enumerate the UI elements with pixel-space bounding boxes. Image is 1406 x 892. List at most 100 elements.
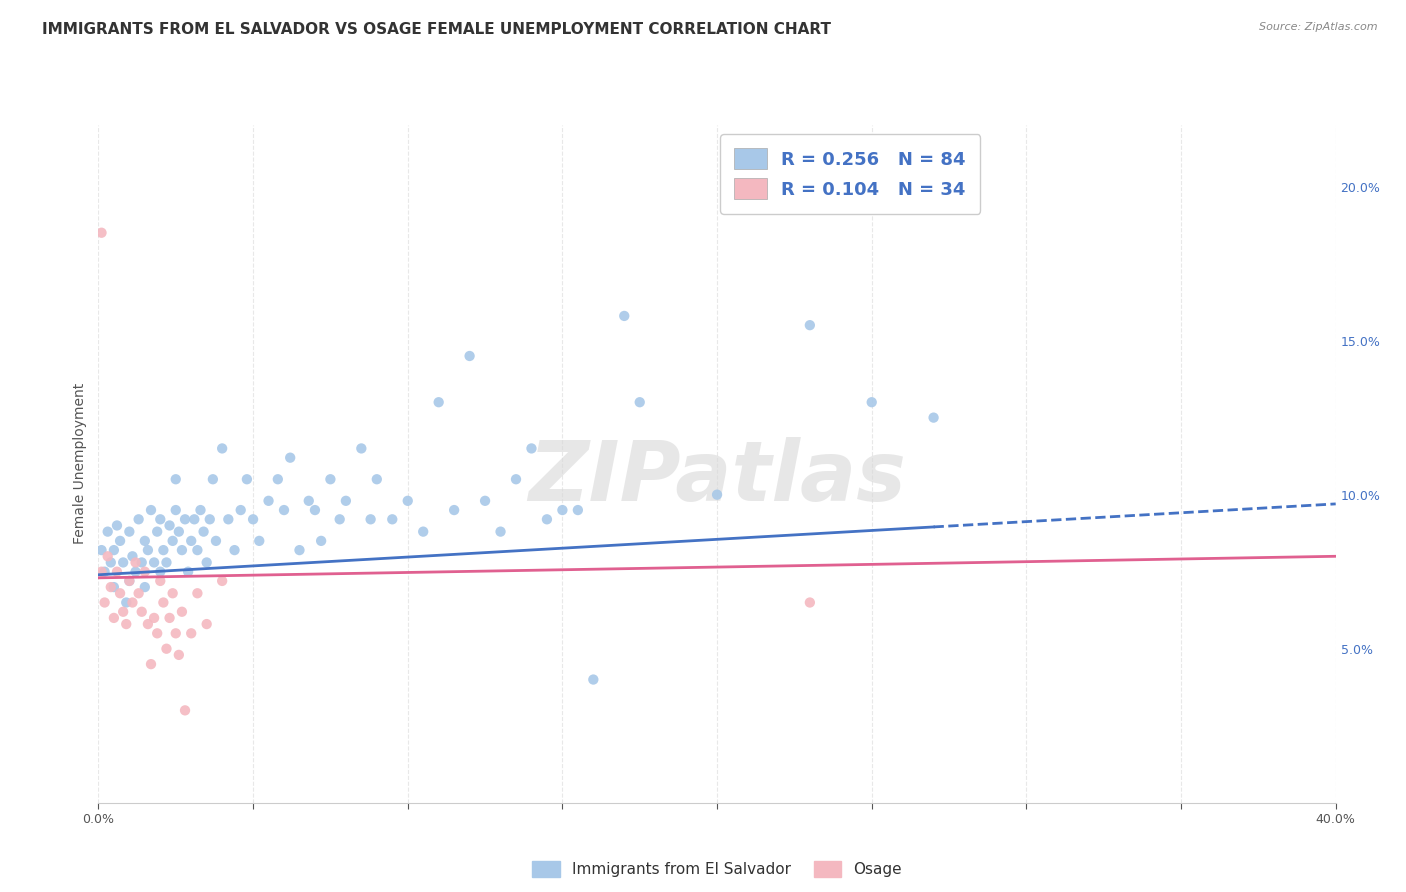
Point	[860, 395, 883, 409]
Text: IMMIGRANTS FROM EL SALVADOR VS OSAGE FEMALE UNEMPLOYMENT CORRELATION CHART: IMMIGRANTS FROM EL SALVADOR VS OSAGE FEM…	[42, 22, 831, 37]
Point	[298, 493, 321, 508]
Point	[149, 565, 172, 579]
Point	[108, 586, 131, 600]
Point	[319, 472, 342, 486]
Point	[211, 574, 233, 588]
Point	[105, 565, 128, 579]
Point	[360, 512, 382, 526]
Point	[118, 574, 141, 588]
Point	[329, 512, 352, 526]
Point	[273, 503, 295, 517]
Point	[105, 518, 128, 533]
Point	[149, 512, 172, 526]
Point	[195, 556, 218, 570]
Point	[139, 503, 162, 517]
Point	[162, 586, 184, 600]
Point	[170, 605, 193, 619]
Point	[93, 595, 115, 609]
Point	[136, 617, 159, 632]
Point	[186, 586, 208, 600]
Legend: Immigrants from El Salvador, Osage: Immigrants from El Salvador, Osage	[526, 855, 908, 883]
Point	[170, 543, 193, 558]
Point	[198, 512, 221, 526]
Point	[146, 524, 169, 539]
Point	[799, 318, 821, 333]
Point	[97, 549, 120, 564]
Point	[174, 703, 197, 717]
Point	[100, 580, 122, 594]
Point	[134, 565, 156, 579]
Point	[131, 556, 153, 570]
Point	[229, 503, 252, 517]
Point	[134, 580, 156, 594]
Point	[131, 605, 153, 619]
Point	[195, 617, 218, 632]
Point	[242, 512, 264, 526]
Point	[152, 543, 174, 558]
Point	[139, 657, 162, 672]
Point	[121, 549, 143, 564]
Point	[396, 493, 419, 508]
Point	[350, 442, 373, 456]
Point	[335, 493, 357, 508]
Point	[412, 524, 434, 539]
Point	[124, 556, 146, 570]
Point	[236, 472, 259, 486]
Point	[180, 533, 202, 548]
Point	[381, 512, 404, 526]
Point	[103, 543, 125, 558]
Point	[155, 641, 177, 656]
Point	[582, 673, 605, 687]
Point	[551, 503, 574, 517]
Point	[304, 503, 326, 517]
Point	[458, 349, 481, 363]
Point	[136, 543, 159, 558]
Point	[97, 524, 120, 539]
Point	[474, 493, 496, 508]
Point	[567, 503, 589, 517]
Point	[427, 395, 450, 409]
Point	[183, 512, 205, 526]
Point	[112, 556, 135, 570]
Point	[124, 565, 146, 579]
Point	[90, 543, 112, 558]
Point	[193, 524, 215, 539]
Point	[149, 574, 172, 588]
Point	[165, 503, 187, 517]
Point	[224, 543, 246, 558]
Point	[115, 617, 138, 632]
Point	[90, 226, 112, 240]
Point	[134, 533, 156, 548]
Point	[143, 556, 166, 570]
Y-axis label: Female Unemployment: Female Unemployment	[73, 384, 87, 544]
Point	[613, 309, 636, 323]
Point	[152, 595, 174, 609]
Point	[100, 556, 122, 570]
Point	[118, 574, 141, 588]
Point	[309, 533, 332, 548]
Point	[520, 442, 543, 456]
Point	[90, 565, 112, 579]
Point	[536, 512, 558, 526]
Point	[217, 512, 239, 526]
Point	[128, 586, 150, 600]
Point	[922, 410, 945, 425]
Text: Source: ZipAtlas.com: Source: ZipAtlas.com	[1260, 22, 1378, 32]
Point	[247, 533, 270, 548]
Point	[174, 512, 197, 526]
Point	[288, 543, 311, 558]
Point	[489, 524, 512, 539]
Point	[167, 648, 190, 662]
Point	[186, 543, 208, 558]
Point	[205, 533, 228, 548]
Point	[190, 503, 212, 517]
Point	[267, 472, 290, 486]
Point	[257, 493, 280, 508]
Point	[167, 524, 190, 539]
Point	[128, 512, 150, 526]
Point	[143, 611, 166, 625]
Point	[108, 533, 131, 548]
Point	[112, 605, 135, 619]
Text: ZIPatlas: ZIPatlas	[529, 437, 905, 518]
Point	[177, 565, 200, 579]
